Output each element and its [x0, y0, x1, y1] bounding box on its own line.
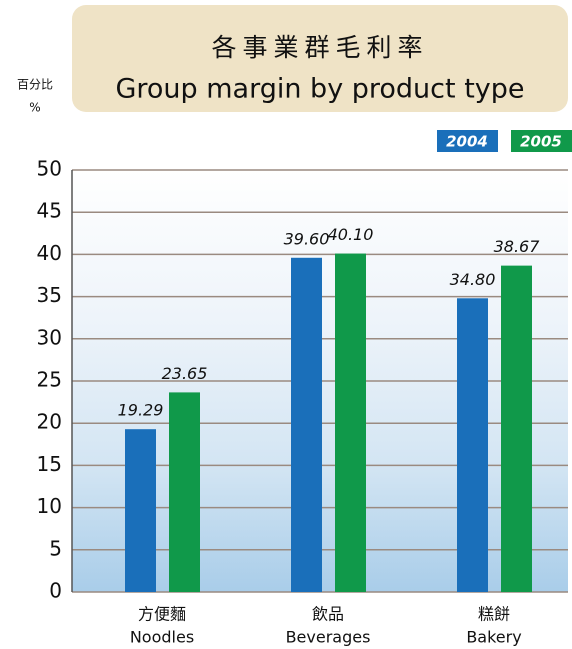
chart-title: Group margin by product type: [115, 74, 524, 105]
y-tick-label: 15: [37, 452, 62, 476]
y-tick-label: 10: [37, 494, 62, 518]
data-label: 38.67: [494, 237, 541, 256]
y-tick-label: 25: [37, 368, 62, 392]
bar: [169, 392, 200, 592]
bar: [335, 253, 366, 592]
data-label: 23.65: [162, 364, 208, 383]
data-label: 40.10: [328, 225, 374, 244]
y-tick-label: 20: [37, 410, 62, 434]
x-tick-label: Beverages: [286, 628, 371, 647]
y-tick-label: 50: [37, 157, 62, 181]
bar: [125, 429, 156, 592]
chart-title-zh: 各事業群毛利率: [211, 33, 428, 62]
x-tick-label-zh: 糕餅: [478, 605, 510, 624]
y-axis-label: 百分比: [17, 78, 53, 92]
y-tick-label: 5: [49, 536, 62, 560]
y-tick-label: 40: [37, 241, 62, 265]
x-tick-label-zh: 方便麵: [138, 605, 186, 624]
bar: [291, 257, 322, 592]
legend-swatch: [437, 130, 498, 152]
bar: [501, 265, 532, 592]
y-tick-label: 45: [37, 199, 62, 223]
legend-label: 2004: [446, 133, 488, 151]
y-tick-label: 30: [37, 325, 62, 349]
title-box: [72, 5, 568, 112]
x-tick-label: Noodles: [130, 628, 194, 647]
y-tick-label: 35: [37, 283, 62, 307]
legend-swatch: [511, 130, 572, 152]
data-label: 34.80: [450, 270, 496, 289]
x-tick-label: Bakery: [466, 628, 521, 647]
data-label: 39.60: [284, 229, 330, 248]
y-tick-label: 0: [49, 579, 62, 603]
legend-label: 2005: [520, 133, 562, 151]
bar: [457, 298, 488, 592]
data-label: 19.29: [118, 401, 164, 420]
x-tick-label-zh: 飲品: [312, 605, 344, 624]
y-axis-unit: %: [29, 101, 40, 115]
